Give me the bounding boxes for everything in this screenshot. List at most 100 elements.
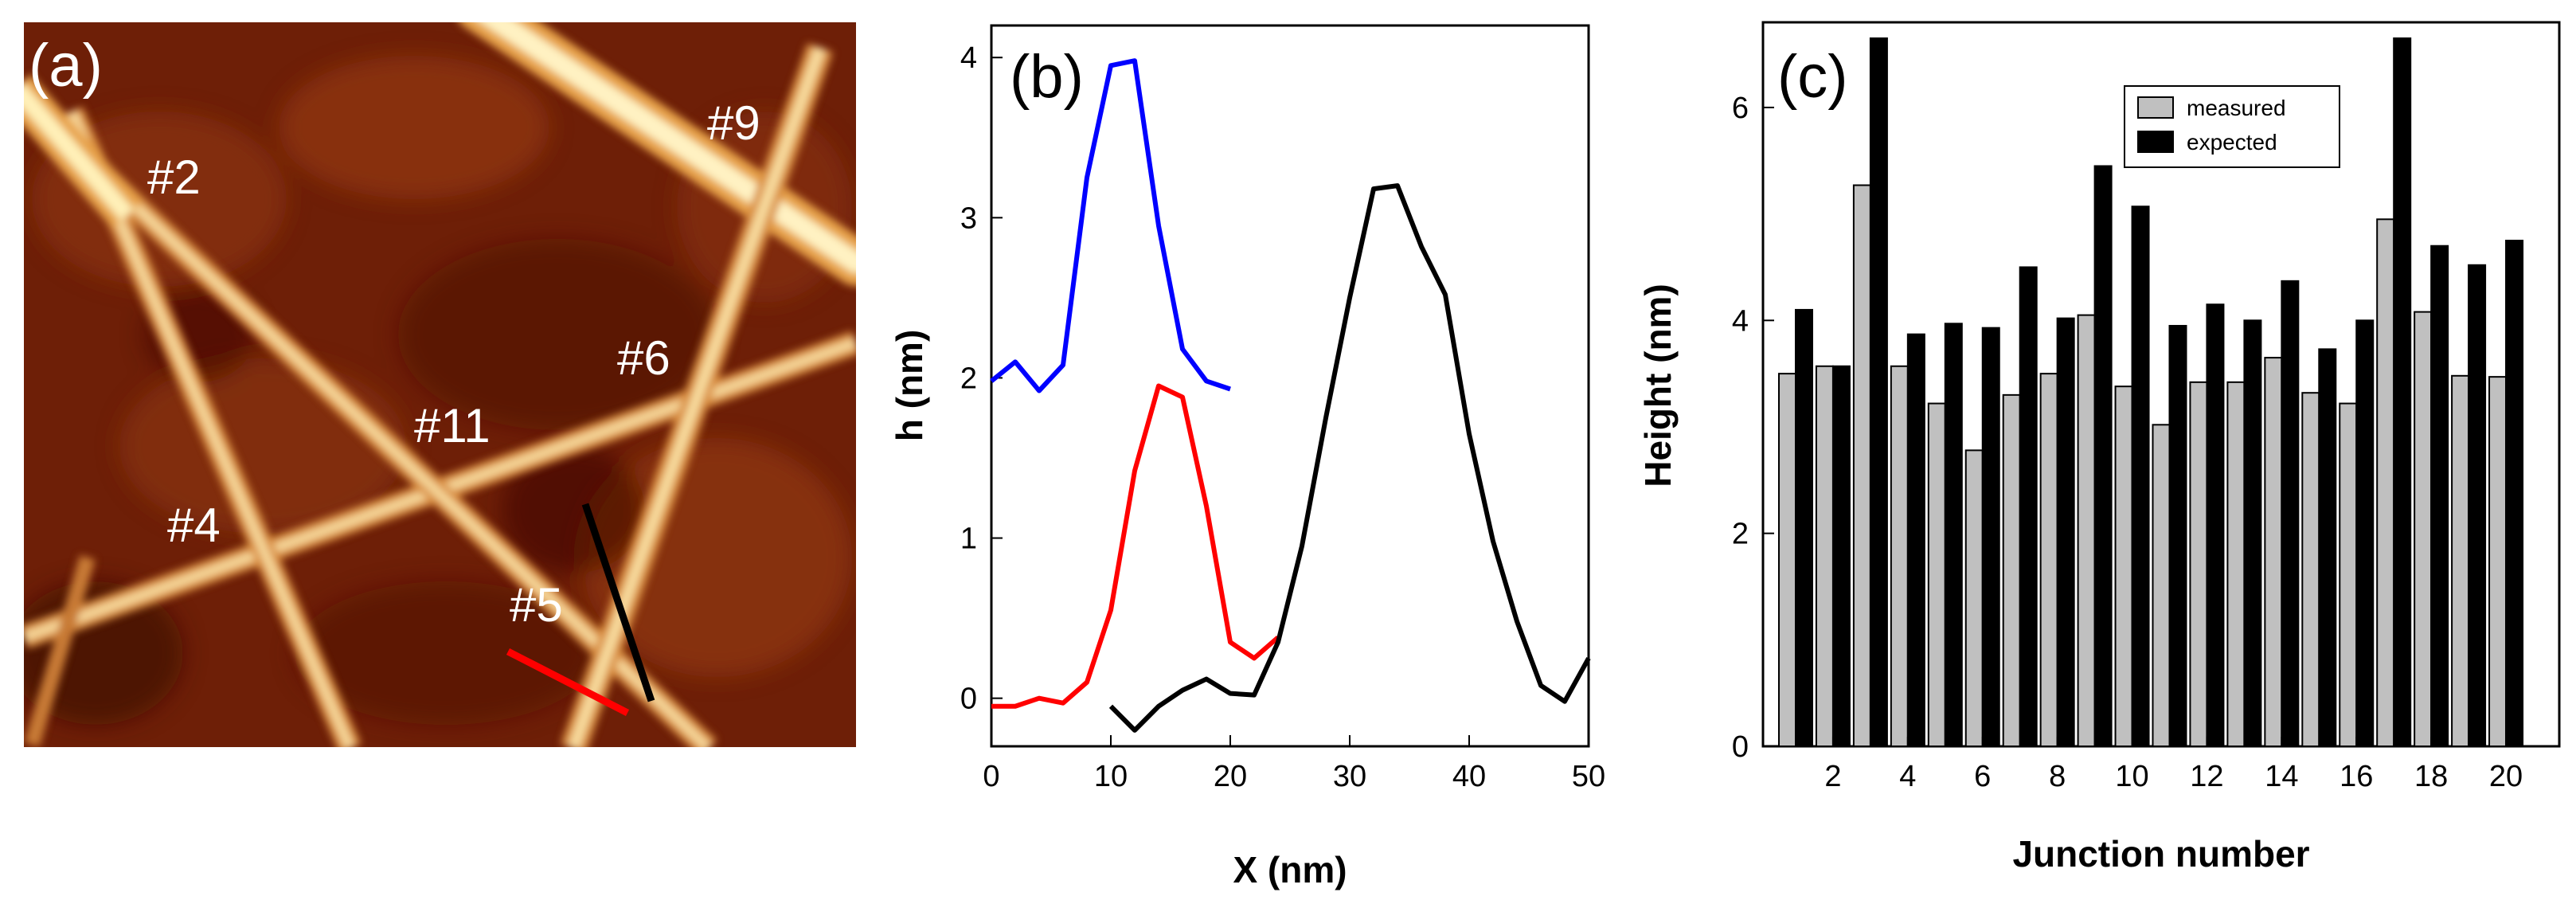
panel-b-label: (b) [1010, 43, 1084, 111]
junction-height-chart: 2 4 6 8 10 12 14 16 18 20 0 2 4 6 (c) Junction numbe… [1637, 21, 2561, 875]
bar-expected [2281, 280, 2300, 748]
profile-line-black [581, 503, 655, 702]
bar-expected [1906, 333, 1925, 747]
bar-expected [1795, 308, 1813, 748]
bar-measured [1852, 184, 1871, 747]
nanowire-fibers [24, 22, 856, 747]
chart-c-x-tick-label: 20 [2489, 760, 2523, 793]
legend-label-measured: measured [2187, 96, 2286, 120]
fiber-label-9: #9 [707, 96, 760, 150]
bar-expected [2430, 245, 2449, 747]
bar-measured [2114, 385, 2133, 747]
chart-c-y-tick-label: 6 [1732, 92, 1749, 125]
chart-c-x-tick-label: 12 [2190, 760, 2223, 793]
chart-b-x-tick-label: 40 [1452, 760, 1486, 793]
bar-expected [2168, 324, 2187, 747]
bar-expected [1831, 365, 1851, 747]
panel-c-label: (c) [1777, 43, 1848, 111]
bar-expected [2019, 266, 2038, 747]
chart-b-x-tick-label: 0 [983, 760, 999, 793]
series-line-black [1108, 183, 1591, 733]
chart-b-x-tick-label: 10 [1094, 760, 1128, 793]
chart-c-bars [1778, 37, 2524, 748]
bar-expected [2206, 303, 2225, 747]
chart-b-y-tick-label: 1 [960, 522, 977, 556]
bar-measured [1927, 402, 1946, 747]
chart-c-x-axis-title: Junction number [2012, 833, 2309, 875]
chart-c-x-tick-label: 2 [1824, 760, 1841, 793]
bar-measured [1964, 449, 1984, 747]
bar-measured [2152, 424, 2171, 747]
chart-c-x-tick-label: 16 [2340, 760, 2373, 793]
bar-expected [1981, 327, 2000, 747]
bar-expected [1944, 323, 1963, 748]
bar-measured [1778, 373, 1796, 747]
fiber-label-11: #11 [414, 399, 491, 452]
bar-measured [2077, 314, 2096, 747]
bar-measured [2488, 376, 2508, 747]
bar-expected [2056, 317, 2075, 747]
chart-c-x-tick-label: 6 [1974, 760, 1991, 793]
bar-measured [2339, 402, 2358, 747]
fiber-label-2: #2 [147, 151, 201, 204]
chart-c-y-tick-label: 0 [1732, 730, 1749, 764]
fiber-label-6: #6 [617, 331, 670, 385]
bar-measured [2414, 311, 2433, 748]
bar-measured [2002, 393, 2021, 747]
chart-b-x-tick-label: 20 [1214, 760, 1247, 793]
chart-b-series [990, 58, 1591, 733]
chart-b-x-ticks: 0 10 20 30 40 50 [983, 735, 1605, 793]
chart-b-y-tick-label: 2 [960, 362, 977, 395]
bar-measured [2226, 381, 2246, 747]
chart-c-x-tick-label: 14 [2265, 760, 2298, 793]
bar-expected [2355, 319, 2375, 747]
chart-b-frame [990, 24, 1590, 748]
panel-a-label: (a) [29, 32, 103, 100]
chart-b-x-axis-title: X (nm) [1233, 849, 1347, 890]
bar-measured [2264, 357, 2283, 747]
bar-measured [2451, 374, 2470, 747]
chart-c-y-tick-label: 4 [1732, 304, 1749, 338]
chart-b-y-tick-label: 4 [960, 41, 977, 75]
bar-expected [2393, 37, 2412, 748]
bar-measured [2039, 373, 2058, 747]
series-line-red [991, 383, 1280, 709]
fiber-label-5: #5 [510, 578, 563, 632]
bar-expected [2131, 205, 2150, 747]
bar-measured [2376, 218, 2395, 748]
chart-c-x-tick-label: 10 [2115, 760, 2148, 793]
chart-c-x-tick-label: 8 [2049, 760, 2066, 793]
chart-b-y-axis-title: h (nm) [889, 330, 930, 442]
bar-expected [2505, 240, 2524, 748]
chart-c-legend: measured expected [2124, 85, 2340, 168]
chart-b-y-tick-label: 0 [960, 683, 977, 716]
chart-c-y-ticks: 0 2 4 6 [1732, 92, 1774, 764]
bar-expected [2243, 319, 2262, 747]
bar-expected [2318, 348, 2337, 747]
afm-image-panel: (a) #2 #9 #6 #11 #4 #5 [24, 22, 856, 747]
bar-measured [1890, 365, 1909, 747]
legend-label-expected: expected [2187, 130, 2277, 155]
chart-c-y-tick-label: 2 [1732, 518, 1749, 551]
bar-expected [2093, 165, 2113, 747]
height-profile-chart: 0 10 20 30 40 50 0 1 2 3 4 (b) X (nm) h (nm) [889, 24, 1605, 890]
chart-c-x-tick-label: 4 [1899, 760, 1916, 793]
fiber-label-4: #4 [167, 499, 221, 552]
legend-swatch-expected [2137, 131, 2174, 153]
chart-b-x-tick-label: 30 [1333, 760, 1366, 793]
chart-b-y-ticks: 0 1 2 3 4 [960, 41, 1003, 716]
bar-expected [2468, 264, 2487, 747]
bar-measured [2189, 381, 2208, 747]
bar-expected [1869, 37, 1888, 748]
series-line-blue [990, 58, 1231, 393]
chart-b-y-tick-label: 3 [960, 202, 977, 235]
legend-swatch-measured [2137, 96, 2174, 119]
bar-measured [2301, 392, 2320, 747]
profile-line-red [506, 648, 630, 717]
chart-b-x-tick-label: 50 [1572, 760, 1605, 793]
chart-c-x-tick-label: 18 [2414, 760, 2448, 793]
chart-c-y-axis-title: Height (nm) [1637, 284, 1679, 487]
chart-c-x-ticks: 2 4 6 8 10 12 14 16 18 20 [1824, 737, 2523, 793]
bar-measured [1815, 365, 1834, 747]
